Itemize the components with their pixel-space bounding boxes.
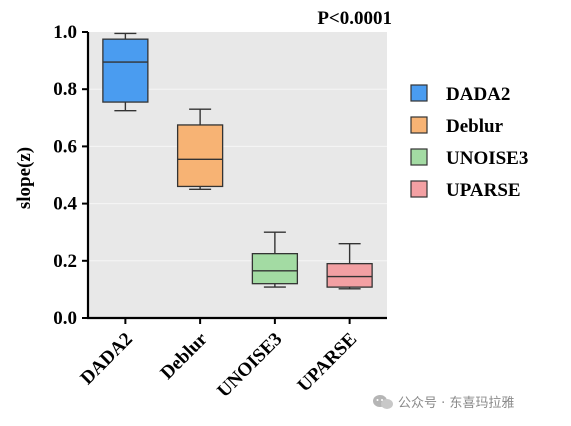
x-tick-label: UNOISE3 bbox=[213, 329, 286, 402]
y-tick-label: 1.0 bbox=[53, 22, 77, 43]
legend-item-deblur: Deblur bbox=[410, 116, 504, 137]
legend-label: UNOISE3 bbox=[446, 148, 528, 169]
box-unoise3 bbox=[251, 231, 299, 288]
box-iqr bbox=[251, 252, 299, 285]
legend-item-unoise3: UNOISE3 bbox=[410, 148, 528, 169]
y-axis-label: slope(z) bbox=[14, 147, 35, 209]
box-dada2 bbox=[102, 32, 149, 112]
legend-label: UPARSE bbox=[446, 180, 521, 201]
box-deblur bbox=[176, 108, 224, 191]
box-iqr bbox=[176, 124, 224, 188]
legend-label: DADA2 bbox=[446, 84, 510, 105]
box-uparse bbox=[326, 242, 373, 290]
legend-swatch bbox=[410, 180, 428, 198]
box-iqr bbox=[102, 38, 149, 103]
legend-swatch bbox=[410, 84, 428, 102]
box-iqr bbox=[326, 263, 373, 288]
legend-swatch bbox=[410, 116, 428, 134]
wechat-icon bbox=[373, 394, 393, 409]
x-tick-label: DADA2 bbox=[77, 329, 137, 389]
x-tick-label: UPARSE bbox=[294, 329, 362, 397]
p-value-annotation: P<0.0001 bbox=[317, 8, 392, 29]
legend-item-uparse: UPARSE bbox=[410, 180, 521, 201]
legend-swatch bbox=[410, 148, 428, 166]
y-tick-label: 0.4 bbox=[53, 194, 77, 215]
watermark-text: 公众号 · 东喜玛拉雅 bbox=[398, 396, 515, 411]
y-tick-label: 0.0 bbox=[53, 308, 77, 329]
y-tick-label: 0.8 bbox=[53, 79, 77, 100]
watermark: 公众号 · 东喜玛拉雅 bbox=[372, 392, 514, 411]
legend-item-dada2: DADA2 bbox=[410, 84, 510, 105]
legend-label: Deblur bbox=[446, 116, 504, 137]
y-tick-label: 0.6 bbox=[53, 136, 77, 157]
y-tick-label: 0.2 bbox=[53, 251, 77, 272]
x-tick-label: Deblur bbox=[157, 328, 213, 384]
